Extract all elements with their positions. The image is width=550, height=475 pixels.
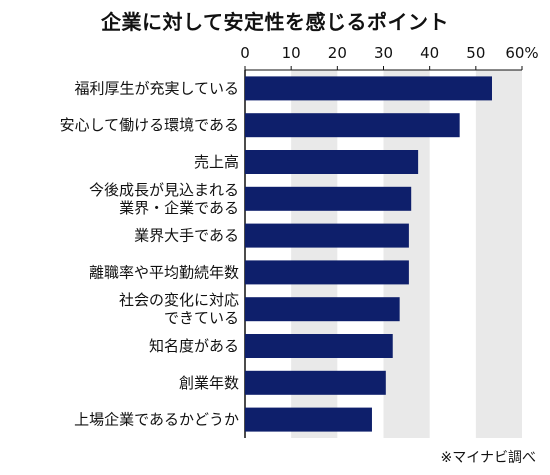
bar xyxy=(245,370,386,395)
source-note: ※マイナビ調べ xyxy=(440,450,536,466)
x-tick-label: 0 xyxy=(240,44,250,62)
bar xyxy=(245,150,419,174)
category-label: 業界・企業である xyxy=(119,199,239,217)
bar xyxy=(245,113,460,138)
category-label: 創業年数 xyxy=(179,374,239,392)
bar xyxy=(245,76,492,101)
chart-title: 企業に対して安定性を感じるポイント xyxy=(101,10,449,34)
category-label: 今後成長が見込まれる xyxy=(89,181,239,199)
bar xyxy=(245,260,409,285)
background-band xyxy=(475,70,522,438)
x-tick-label: 20 xyxy=(328,44,347,62)
category-label: 福利厚生が充実している xyxy=(74,79,239,97)
bar xyxy=(245,223,409,248)
category-label: 売上高 xyxy=(194,153,239,171)
x-tick-label: 60% xyxy=(505,44,538,62)
x-tick-label: 40 xyxy=(420,44,439,62)
bar xyxy=(245,297,400,322)
category-label: 業界大手である xyxy=(134,227,239,245)
category-label: 上場企業であるかどうか xyxy=(74,411,239,429)
category-label: 知名度がある xyxy=(149,337,239,355)
category-label: 社会の変化に対応 xyxy=(119,291,239,309)
x-tick-label: 30 xyxy=(374,44,393,62)
bar xyxy=(245,407,372,432)
bar xyxy=(245,186,412,211)
x-tick-label: 10 xyxy=(282,44,301,62)
category-label: できている xyxy=(164,309,239,327)
category-label: 離職率や平均勤続年数 xyxy=(89,263,239,281)
category-label: 安心して働ける環境である xyxy=(60,116,239,134)
x-tick-label: 50 xyxy=(466,44,485,62)
bar xyxy=(245,334,393,358)
